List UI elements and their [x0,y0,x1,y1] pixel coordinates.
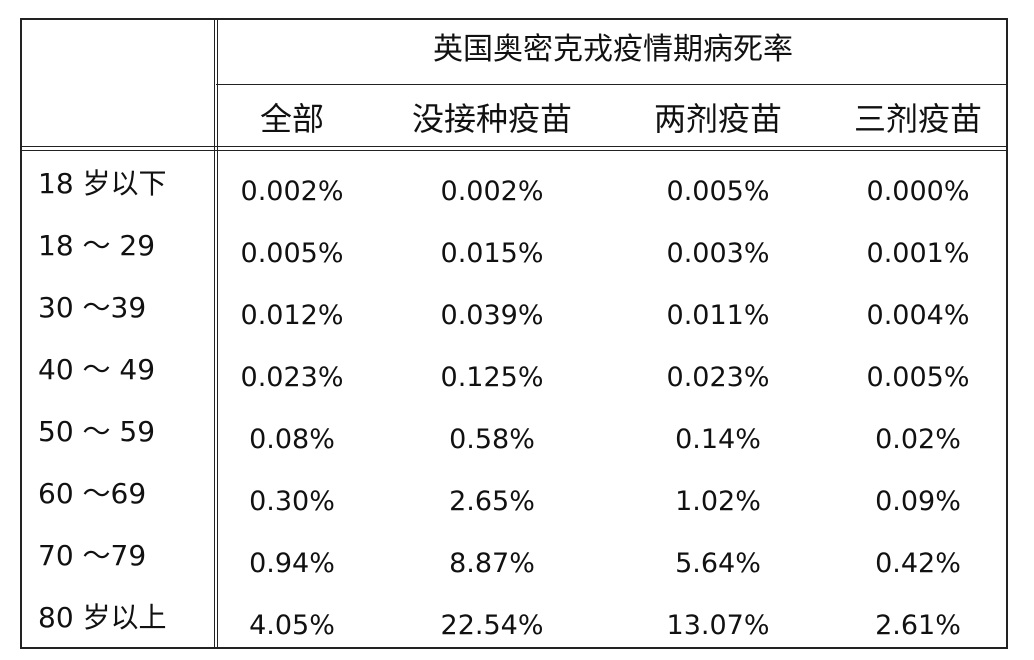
row-label: 80 岁以上 [38,601,167,634]
table-title: 英国奥密克戎疫情期病死率 [433,32,793,67]
table-cell: 0.58% [449,424,535,455]
column-header: 全部 [259,100,325,138]
table-cell: 13.07% [666,610,770,641]
table-cell: 0.002% [240,176,344,207]
column-header: 三剂疫苗 [853,100,983,138]
table-cell: 0.039% [440,300,544,331]
table-cell: 0.09% [875,486,961,517]
table-cell: 0.42% [875,548,961,579]
table-cell: 0.30% [249,486,335,517]
title-divider [216,84,1008,85]
row-label: 18 ～ 29 [38,229,156,262]
table-cell: 0.015% [440,238,544,269]
table-cell: 1.02% [675,486,761,517]
row-label: 60 ～69 [38,477,147,510]
row-label: 30 ～39 [38,291,147,324]
table-cell: 0.012% [240,300,344,331]
table-cell: 8.87% [449,548,535,579]
row-label: 18 岁以下 [38,167,167,200]
table-cell: 0.023% [240,362,344,393]
row-label: 40 ～ 49 [38,353,156,386]
row-header-divider [214,18,218,649]
table-cell: 5.64% [675,548,761,579]
row-label: 50 ～ 59 [38,415,156,448]
table-cell: 4.05% [249,610,335,641]
table-cell: 2.61% [875,610,961,641]
table-cell: 22.54% [440,610,544,641]
table-frame [20,18,1008,649]
table-cell: 0.023% [666,362,770,393]
table-cell: 0.004% [866,300,970,331]
table-cell: 0.005% [666,176,770,207]
table-cell: 0.005% [240,238,344,269]
table-cell: 0.02% [875,424,961,455]
column-header: 没接种疫苗 [411,100,573,138]
table-cell: 0.94% [249,548,335,579]
table-cell: 0.002% [440,176,544,207]
header-double-divider [20,146,1008,151]
table-cell: 0.011% [666,300,770,331]
table-cell: 0.08% [249,424,335,455]
row-label: 70 ～79 [38,539,147,572]
table-cell: 0.003% [666,238,770,269]
table-cell: 0.000% [866,176,970,207]
column-header: 两剂疫苗 [653,100,783,138]
table-cell: 0.005% [866,362,970,393]
table-cell: 0.001% [866,238,970,269]
table-cell: 2.65% [449,486,535,517]
table-cell: 0.14% [675,424,761,455]
table-cell: 0.125% [440,362,544,393]
